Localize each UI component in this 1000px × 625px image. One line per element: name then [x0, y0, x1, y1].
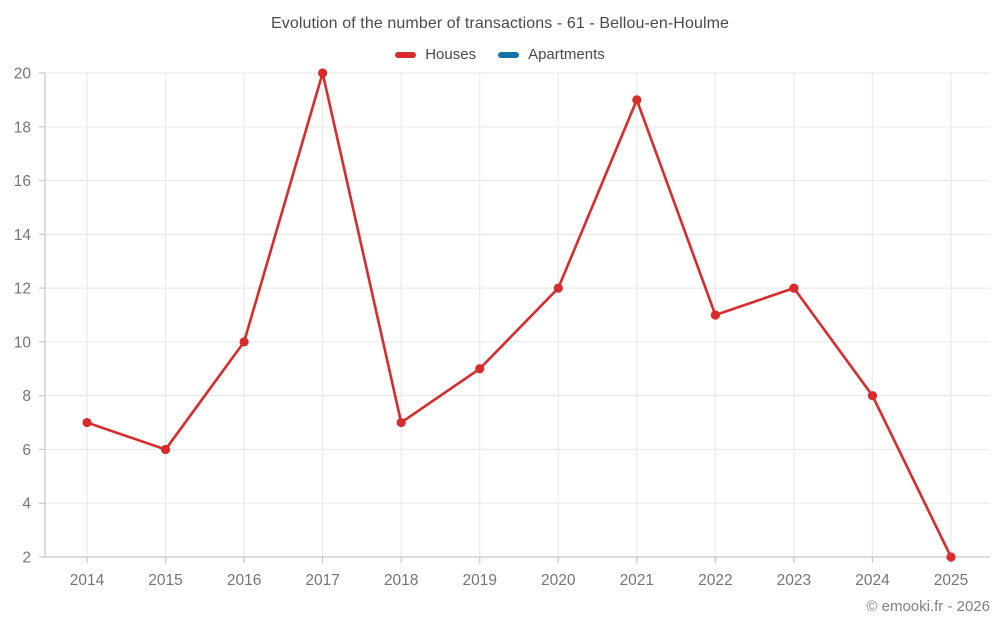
chart-legend: Houses Apartments	[0, 46, 1000, 63]
y-axis-tick-label: 18	[14, 119, 31, 136]
x-axis-tick-label: 2024	[855, 572, 890, 589]
x-axis-tick-label: 2025	[934, 572, 968, 589]
x-axis-tick-label: 2018	[384, 572, 418, 589]
x-axis-tick-label: 2023	[777, 572, 811, 589]
data-point-houses-2014	[82, 417, 92, 428]
apartments-series-swatch-icon	[498, 51, 520, 58]
y-axis-tick-label: 14	[14, 227, 32, 244]
y-axis-tick-label: 16	[14, 173, 31, 190]
data-point-houses-2024	[867, 391, 878, 401]
y-axis-tick-label: 12	[14, 281, 31, 298]
data-point-houses-2015	[160, 444, 171, 455]
x-axis-tick-label: 2021	[620, 572, 654, 589]
data-point-houses-2017	[318, 68, 328, 78]
data-point-houses-2018	[396, 417, 406, 428]
data-point-houses-2016	[239, 337, 249, 347]
chart-title: Evolution of the number of transactions …	[270, 15, 730, 32]
x-axis-tick-label: 2020	[541, 572, 576, 589]
y-axis-tick-label: 10	[14, 334, 32, 351]
legend-label-houses: Houses	[425, 46, 477, 63]
series-line-houses	[85, 71, 953, 559]
x-axis-tick-label: 2014	[70, 572, 105, 589]
chart-footer-credit: © emooki.fr - 2026	[866, 598, 990, 615]
x-axis-tick-label: 2017	[305, 572, 339, 589]
y-axis-tick-label: 4	[22, 496, 31, 513]
y-axis-tick-label: 8	[22, 388, 31, 405]
x-axis-tick-label: 2016	[227, 572, 261, 589]
legend-item-apartments[interactable]: Apartments	[498, 46, 605, 63]
y-axis-tick-label: 2	[22, 550, 31, 567]
houses-series-swatch-icon	[395, 51, 417, 58]
x-axis-tick-label: 2019	[462, 572, 496, 589]
data-point-houses-2021	[632, 95, 642, 105]
data-point-houses-2025	[946, 552, 956, 562]
x-axis-tick-label: 2022	[698, 572, 732, 589]
legend-item-houses[interactable]: Houses	[395, 46, 476, 63]
legend-label-apartments: Apartments	[528, 46, 605, 63]
y-axis-tick-label: 20	[14, 66, 32, 83]
data-point-houses-2023	[789, 283, 799, 293]
x-axis-tick-label: 2015	[148, 572, 182, 589]
data-point-houses-2020	[553, 283, 563, 293]
y-axis-tick-label: 6	[22, 442, 31, 459]
data-point-houses-2022	[710, 310, 720, 320]
data-point-houses-2019	[475, 364, 485, 374]
